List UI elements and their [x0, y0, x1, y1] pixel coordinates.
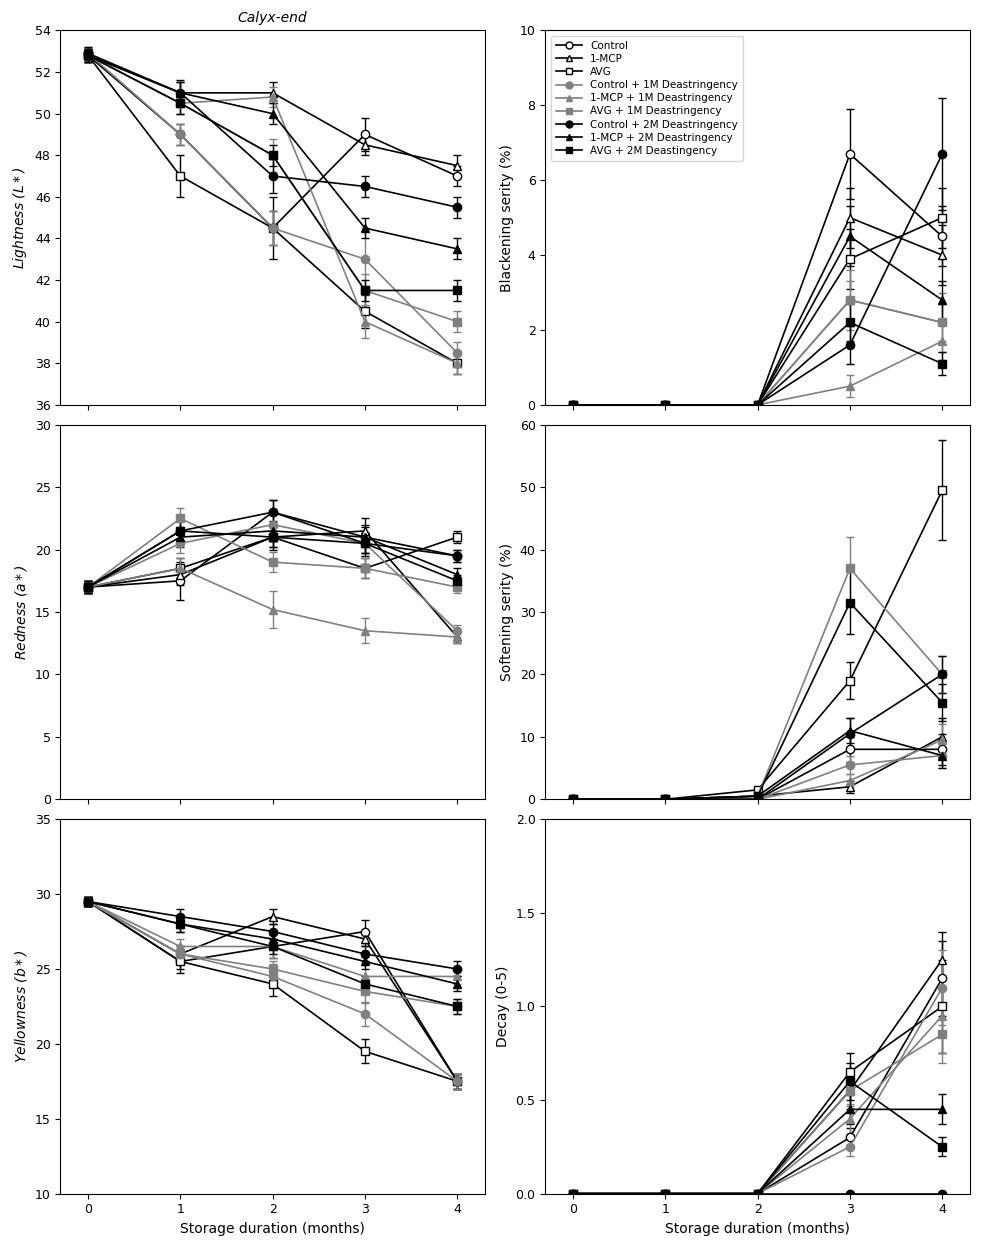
Legend: Control, 1-MCP, AVG, Control + 1M Deastringency, 1-MCP + 1M Deastringency, AVG +: Control, 1-MCP, AVG, Control + 1M Deastr…	[550, 36, 743, 161]
Y-axis label: Decay (0-5): Decay (0-5)	[496, 965, 510, 1047]
X-axis label: Storage duration (months): Storage duration (months)	[665, 1222, 851, 1236]
Y-axis label: Blackening serity (%): Blackening serity (%)	[500, 143, 514, 292]
Y-axis label: Softening serity (%): Softening serity (%)	[500, 542, 514, 681]
Y-axis label: Yellowness ($b*$): Yellowness ($b*$)	[13, 950, 29, 1062]
Y-axis label: Redness ($a*$): Redness ($a*$)	[13, 565, 29, 660]
X-axis label: Storage duration (months): Storage duration (months)	[181, 1222, 365, 1236]
Y-axis label: Lightness ($L*$): Lightness ($L*$)	[11, 167, 29, 269]
Title: Calyx-end: Calyx-end	[237, 11, 307, 25]
